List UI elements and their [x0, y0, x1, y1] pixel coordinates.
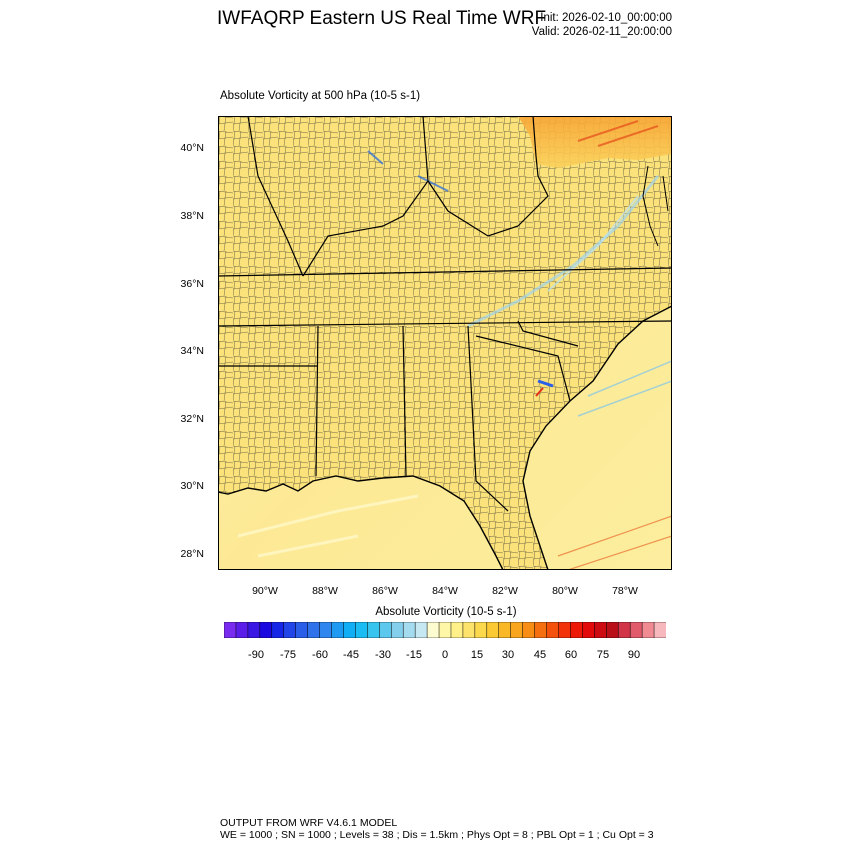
colorbar-swatch — [224, 622, 237, 638]
colorbar-title: Absolute Vorticity (10-5 s-1) — [375, 606, 517, 618]
vorticity-map — [218, 116, 672, 570]
colorbar-swatch — [653, 622, 666, 638]
lat-label-40n: 40°N — [180, 142, 204, 154]
init-time: Init: 2026-02-10_00:00:00 — [540, 12, 672, 24]
colorbar-swatch — [486, 622, 500, 638]
lon-label-86w: 86°W — [372, 585, 398, 597]
chesapeake-outline — [642, 165, 669, 247]
colorbar-swatch — [319, 622, 333, 638]
gulf-streak — [237, 494, 419, 558]
colorbar-swatch — [414, 622, 428, 638]
colorbar-swatch — [271, 622, 285, 638]
colorbar — [224, 622, 666, 638]
lon-label-84w: 84°W — [432, 585, 458, 597]
colorbar-swatch — [295, 622, 309, 638]
lat-label-36n: 36°N — [180, 278, 204, 290]
colorbar-swatch — [438, 622, 452, 638]
colorbar-swatch — [510, 622, 524, 638]
colorbar-swatch — [617, 622, 631, 638]
footer-model-info: OUTPUT FROM WRF V4.6.1 MODEL — [220, 817, 398, 829]
colorbar-label: 60 — [564, 649, 578, 661]
map-title: IWFAQRP Eastern US Real Time WRF — [217, 8, 547, 29]
colorbar-swatch — [343, 622, 356, 638]
colorbar-swatch — [594, 622, 607, 638]
negative-vorticity-streak — [367, 150, 449, 192]
colorbar-swatch — [629, 622, 643, 638]
state-boundaries — [218, 116, 672, 512]
negative-vorticity-streak — [547, 195, 639, 292]
colorbar-label: -90 — [248, 649, 264, 661]
high-vorticity-band — [518, 116, 672, 168]
colorbar-swatch — [641, 622, 655, 638]
lat-label-38n: 38°N — [180, 210, 204, 222]
lon-label-80w: 80°W — [552, 585, 578, 597]
ocean-streak — [577, 360, 672, 417]
colorbar-swatch — [570, 622, 583, 638]
colorbar-swatch — [235, 622, 249, 638]
positive-vorticity-streak — [535, 387, 544, 397]
colorbar-swatch — [606, 622, 619, 638]
colorbar-label: 75 — [596, 649, 610, 661]
lat-label-34n: 34°N — [180, 345, 204, 357]
colorbar-swatch — [367, 622, 380, 638]
colorbar-swatch — [307, 622, 321, 638]
valid-time: Valid: 2026-02-11_20:00:00 — [531, 26, 672, 38]
field-title: Absolute Vorticity at 500 hPa (10-5 s-1) — [220, 90, 421, 102]
colorbar-swatch — [402, 622, 416, 638]
map-border — [218, 116, 672, 570]
colorbar-label: -30 — [375, 649, 391, 661]
lon-label-88w: 88°W — [312, 585, 338, 597]
colorbar-swatch — [582, 622, 595, 638]
coastline — [218, 305, 672, 570]
vorticity-streak — [577, 120, 659, 147]
colorbar-swatch — [534, 622, 548, 638]
colorbar-swatch — [546, 622, 560, 638]
footer-model-settings: WE = 1000 ; SN = 1000 ; Levels = 38 ; Di… — [220, 829, 654, 841]
colorbar-label: 45 — [533, 649, 547, 661]
colorbar-swatch — [522, 622, 536, 638]
colorbar-swatch — [390, 622, 404, 638]
colorbar-label: 30 — [501, 649, 515, 661]
colorbar-swatch — [379, 622, 392, 638]
colorbar-swatch — [283, 622, 297, 638]
lat-label-30n: 30°N — [180, 480, 204, 492]
colorbar-swatch — [474, 622, 488, 638]
county-boundaries — [218, 116, 672, 570]
colorbar-swatch — [259, 622, 273, 638]
lat-label-28n: 28°N — [180, 548, 204, 560]
colorbar-label: 0 — [441, 649, 449, 661]
colorbar-swatch — [558, 622, 571, 638]
negative-vorticity-streak — [537, 379, 554, 388]
colorbar-swatch — [426, 622, 440, 638]
colorbar-label: -75 — [280, 649, 296, 661]
negative-vorticity-streak — [467, 175, 660, 328]
lon-label-78w: 78°W — [612, 585, 638, 597]
colorbar-swatch — [498, 622, 512, 638]
colorbar-label: -15 — [406, 649, 422, 661]
colorbar-swatch — [331, 622, 345, 638]
colorbar-swatch — [355, 622, 368, 638]
colorbar-label: -60 — [312, 649, 328, 661]
lon-label-82w: 82°W — [492, 585, 518, 597]
colorbar-swatch — [247, 622, 261, 638]
colorbar-label: 90 — [627, 649, 641, 661]
colorbar-label: -45 — [343, 649, 359, 661]
lat-label-32n: 32°N — [180, 413, 204, 425]
colorbar-swatch — [450, 622, 464, 638]
colorbar-label: 15 — [470, 649, 484, 661]
ocean-streak — [557, 515, 672, 570]
colorbar-swatch — [462, 622, 476, 638]
lon-label-90w: 90°W — [252, 585, 278, 597]
